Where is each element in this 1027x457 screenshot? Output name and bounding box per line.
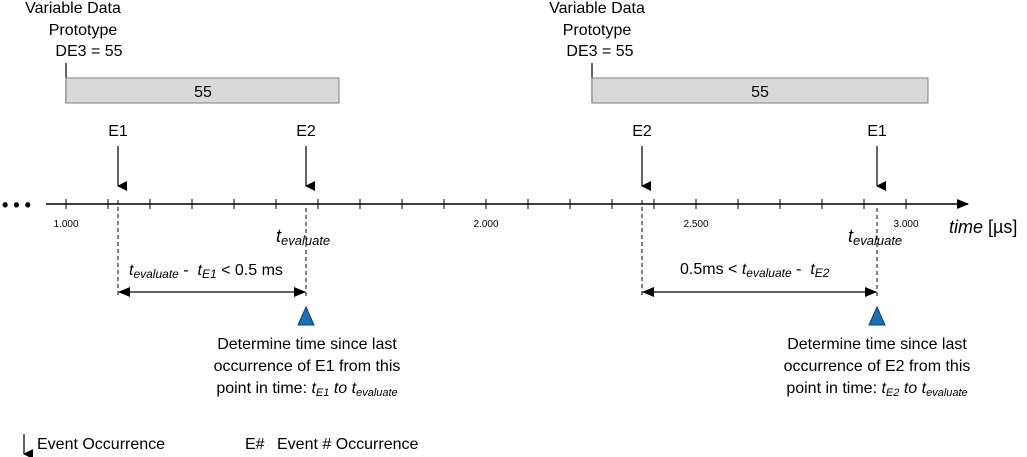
event-label-e1-right: E1	[867, 123, 887, 140]
evaluation-marker-right	[868, 305, 886, 326]
note-left-line2: occurrence of E1 from this	[214, 358, 401, 375]
t-evaluate-left: tevaluate	[276, 226, 330, 248]
prototype-right-line3: DE3 = 55	[566, 43, 633, 60]
prototype-left-line2: Prototype	[49, 22, 118, 39]
legend-hash-desc: Event # Occurrence	[277, 436, 419, 453]
value-bar-left	[65, 77, 340, 104]
value-bar-left-label: 55	[194, 84, 212, 101]
tick-label-3000: 3.000	[893, 219, 918, 230]
prototype-right-line2: Prototype	[563, 22, 632, 39]
event-label-e2-left: E2	[296, 123, 316, 140]
event-markers: E1 E2 E2 E1	[108, 123, 887, 191]
dashed-guides	[117, 200, 878, 298]
prototype-left: Variable Data Prototype DE3 = 55 55	[25, 0, 340, 104]
note-left-line3: point in time: tE1 to tevaluate	[216, 380, 397, 399]
axis-unit-label: time [µs]	[949, 217, 1017, 237]
legend-event-occurrence: Event Occurrence	[37, 436, 165, 453]
value-bar-right-label: 55	[751, 84, 769, 101]
note-right-line1: Determine time since last	[787, 336, 967, 353]
legend: Event Occurrence E# Event # Occurrence	[23, 434, 419, 457]
evaluation-marker-left	[297, 305, 315, 326]
axis-label-unit: [µs]	[988, 217, 1017, 237]
value-bar-right	[591, 77, 929, 104]
axis-label-time: time	[949, 217, 983, 237]
condition-left: tevaluate - tE1 < 0.5 ms	[129, 262, 283, 281]
axis-ellipsis: • • •	[2, 195, 31, 215]
prototype-right: Variable Data Prototype DE3 = 55 55	[549, 0, 929, 104]
prototype-right-line1: Variable Data	[549, 0, 645, 17]
note-right-line3: point in time: tE2 to tevaluate	[786, 380, 967, 399]
event-label-e1-left: E1	[108, 123, 128, 140]
time-axis: • • • 1.000 2.000 2.500 3.000 time [µs]	[2, 195, 1017, 237]
prototype-left-line1: Variable Data	[25, 0, 121, 17]
tick-label-1000: 1.000	[53, 219, 78, 230]
note-right-line2: occurrence of E2 from this	[784, 358, 971, 375]
condition-right: 0.5ms < tevaluate - tE2	[680, 261, 830, 280]
note-left-line1: Determine time since last	[217, 336, 397, 353]
event-label-e2-right: E2	[632, 123, 652, 140]
tick-label-2000: 2.000	[473, 219, 498, 230]
t-evaluate-right: tevaluate	[848, 226, 902, 248]
note-right: Determine time since last occurrence of …	[784, 336, 971, 399]
axis-ticks	[65, 199, 907, 209]
note-left: Determine time since last occurrence of …	[214, 336, 401, 399]
legend-hash-key: E#	[245, 436, 265, 453]
tick-label-2500: 2.500	[683, 219, 708, 230]
prototype-left-line3: DE3 = 55	[55, 43, 122, 60]
